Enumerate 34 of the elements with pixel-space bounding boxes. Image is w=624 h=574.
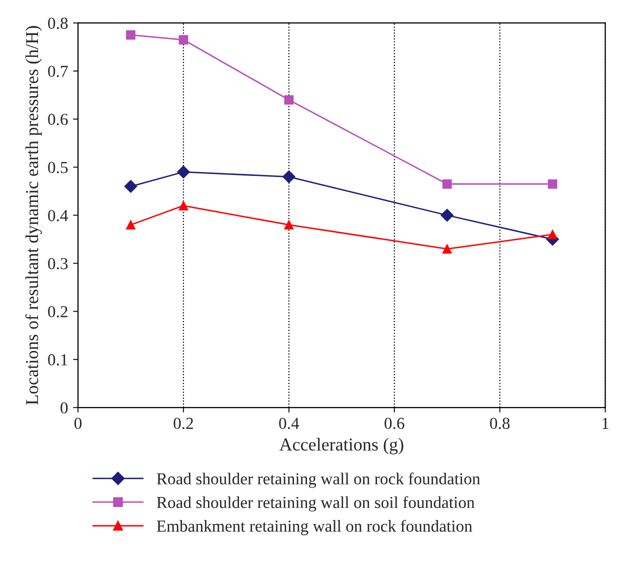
point <box>442 179 452 189</box>
point <box>178 200 188 210</box>
point <box>126 30 136 40</box>
point <box>548 230 558 240</box>
y-tick-label: 0.5 <box>48 162 68 174</box>
y-tick-label: 0.3 <box>48 258 68 270</box>
point <box>284 220 294 230</box>
point <box>126 220 136 230</box>
y-tick-label: 0 <box>60 402 68 414</box>
point <box>548 179 558 189</box>
y-tick-label: 0.2 <box>48 306 68 318</box>
y-tick-label: 0.7 <box>48 66 68 78</box>
legend-label: Road shoulder retaining wall on rock foundation <box>156 472 480 488</box>
point <box>284 95 294 105</box>
y-tick-label: 0.6 <box>48 114 68 126</box>
legend-label: Road shoulder retaining wall on soil foundation <box>156 496 475 512</box>
legend-label: Embankment retaining wall on rock foundation <box>156 520 472 536</box>
x-tick-label: 0.6 <box>384 418 404 430</box>
x-tick-label: 1 <box>602 418 608 429</box>
x-tick-label: 0.2 <box>174 418 193 430</box>
x-axis-title: Accelerations (g) <box>279 438 404 454</box>
x-tick-label: 0.4 <box>279 418 300 430</box>
y-tick-label: 0.4 <box>48 210 68 222</box>
point <box>440 208 454 222</box>
point <box>177 166 190 178</box>
y-tick-label: 0.1 <box>48 354 68 366</box>
y-tick-label: 0.8 <box>48 18 68 29</box>
x-tick-label: 0 <box>74 418 82 429</box>
x-tick-label: 0.8 <box>490 418 510 430</box>
point <box>178 35 188 44</box>
point <box>282 170 296 184</box>
y-axis-title: Locations of resultant dynamic earth pressures (h/H) <box>25 26 42 405</box>
point <box>442 244 452 254</box>
point <box>124 180 138 193</box>
